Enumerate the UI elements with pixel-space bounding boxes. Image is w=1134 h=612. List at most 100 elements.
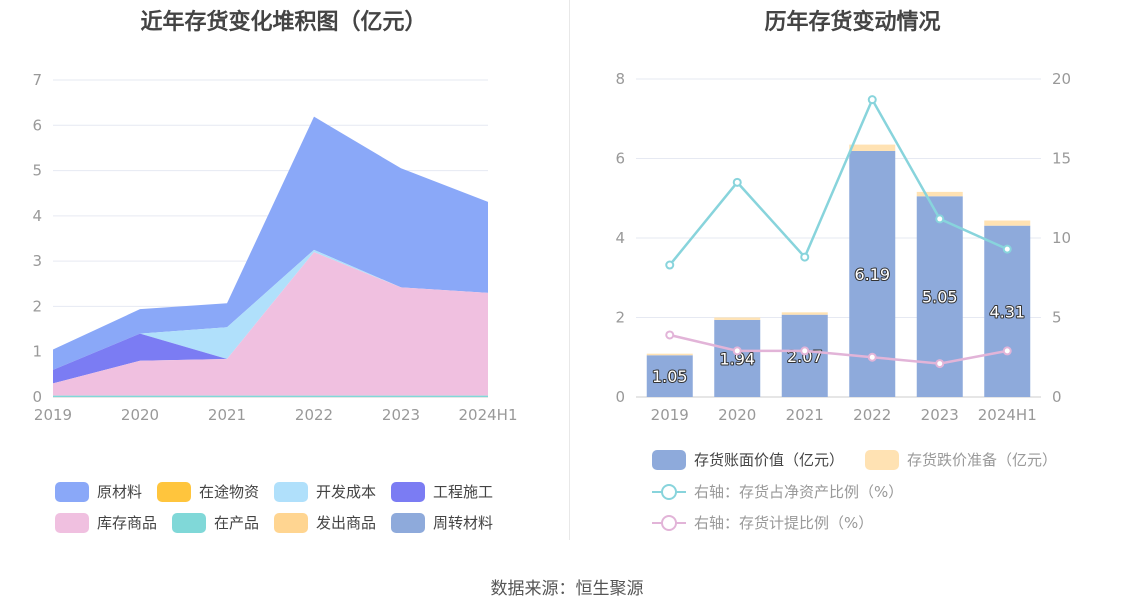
legend-label: 存货账面价值（亿元） [694,451,845,469]
provision-ratio-point [1002,346,1012,356]
legend-line-swatch [652,482,686,502]
provision-ratio-point [935,359,945,369]
x-tick-label: 2023 [921,406,959,424]
y-tick-label: 3 [32,252,42,270]
y-tick-label: 8 [615,70,625,88]
x-tick-label: 2024H1 [459,406,518,424]
y-tick-label: 4 [615,229,625,247]
legend-swatch [865,449,899,470]
legend-label: 原材料 [97,483,143,501]
bar-writedown [714,317,761,320]
y2-tick-label: 0 [1052,388,1062,406]
y-tick-label: 5 [32,162,42,180]
provision-ratio-point [800,346,810,356]
net-asset-ratio-line [668,96,1008,266]
bar-writedown [849,144,896,151]
legend-item[interactable]: 在途物资 [157,481,259,502]
bar-book-value [646,355,693,397]
net-asset-ratio-point [732,177,742,187]
x-tick-label: 2022 [295,406,333,424]
stacked-area-panel: 近年存货变化堆积图（亿元） 0 1 2 3 4 5 6 7 2019 2020 2021 2022 20… [0,0,567,545]
legend-swatch [652,449,686,470]
x-tick-label: 2021 [786,406,824,424]
legend-label: 存货跌价准备（亿元） [907,451,1058,469]
provision-ratio-point [665,330,675,340]
bar-writedown [984,220,1031,226]
area-开发成本 [53,249,488,370]
legend-item[interactable]: 原材料 [55,481,142,502]
area-库存商品 [53,252,488,396]
legend-swatch [55,512,89,533]
bar-value-label: 4.31 [989,302,1025,321]
legend-label: 发出商品 [316,514,377,532]
x-tick-label: 2023 [382,406,420,424]
right-chart-title: 历年存货变动情况 [764,10,941,35]
x-tick-label: 2019 [34,406,72,424]
y-tick-label: 0 [615,388,625,406]
legend-label: 周转材料 [433,514,494,532]
y2-tick-label: 5 [1052,309,1062,327]
legend-label: 工程施工 [433,483,494,501]
legend-line-swatch [652,513,686,533]
legend-item[interactable]: 周转材料 [391,512,493,533]
bar-writedown [646,353,693,356]
y-tick-label: 4 [32,207,42,225]
legend-label: 开发成本 [316,483,377,501]
x-tick-label: 2021 [208,406,246,424]
net-asset-ratio-point [665,260,675,270]
legend-label: 在产品 [214,514,260,532]
y-tick-label: 2 [32,297,42,315]
area-原材料 [53,116,488,370]
x-tick-label: 2019 [651,406,689,424]
x-tick-label: 2020 [121,406,159,424]
legend-swatch [55,481,89,502]
x-tick-label: 2022 [853,406,891,424]
inventory-change-panel: 历年存货变动情况 0 2 4 6 8 0 5 10 15 20 2019 2020 2021 2022 20… [571,0,1134,545]
provision-ratio-point [732,346,742,356]
legend-item[interactable]: 开发成本 [274,481,376,502]
net-asset-ratio-point [935,214,945,224]
bar-writedown [781,312,828,315]
net-asset-ratio-point [800,252,810,262]
y-tick-label: 6 [32,116,42,134]
area-工程施工 [53,252,488,384]
y2-tick-label: 15 [1052,150,1071,168]
legend-item[interactable]: 存货跌价准备（亿元） [865,449,1057,470]
legend-swatch [157,481,191,502]
left-chart-title: 近年存货变化堆积图（亿元） [140,10,427,35]
bar-writedown [916,191,963,197]
bar-book-value [984,225,1031,397]
bar-book-value [714,319,761,397]
x-tick-label: 2020 [718,406,756,424]
y-tick-label: 6 [615,150,625,168]
legend-item[interactable]: 存货账面价值（亿元） [652,449,844,470]
legend-item[interactable]: 库存商品 [55,512,157,533]
legend-item[interactable]: 右轴：存货计提比例（%） [652,512,873,533]
provision-ratio-point [867,352,877,362]
panel-divider [569,0,570,540]
net-asset-ratio-point [867,95,877,105]
provision-ratio-line [669,333,1008,365]
legend-item[interactable]: 工程施工 [391,481,493,502]
legend-swatch [391,481,425,502]
y2-tick-label: 20 [1052,70,1071,88]
legend-swatch [274,481,308,502]
y2-tick-label: 10 [1052,229,1071,247]
legend-item[interactable]: 在产品 [172,512,259,533]
bar-value-label: 1.94 [719,349,755,368]
legend-dot [661,483,677,500]
legend-label: 在途物资 [199,483,260,501]
net-asset-ratio-point [1002,244,1012,254]
legend-dot [661,514,677,531]
legend-item[interactable]: 右轴：存货占净资产比例（%） [652,481,903,502]
legend-item[interactable]: 发出商品 [274,512,376,533]
legend-label: 库存商品 [97,514,158,532]
bar-value-label: 5.05 [922,288,958,307]
legend-label: 右轴：存货占净资产比例（%） [694,483,904,501]
data-source: 数据来源：恒生聚源 [490,579,644,599]
legend-swatch [391,512,425,533]
y-tick-label: 0 [32,388,42,406]
y-tick-label: 7 [32,71,42,89]
legend-swatch [274,512,308,533]
bar-value-label: 1.05 [652,367,688,386]
